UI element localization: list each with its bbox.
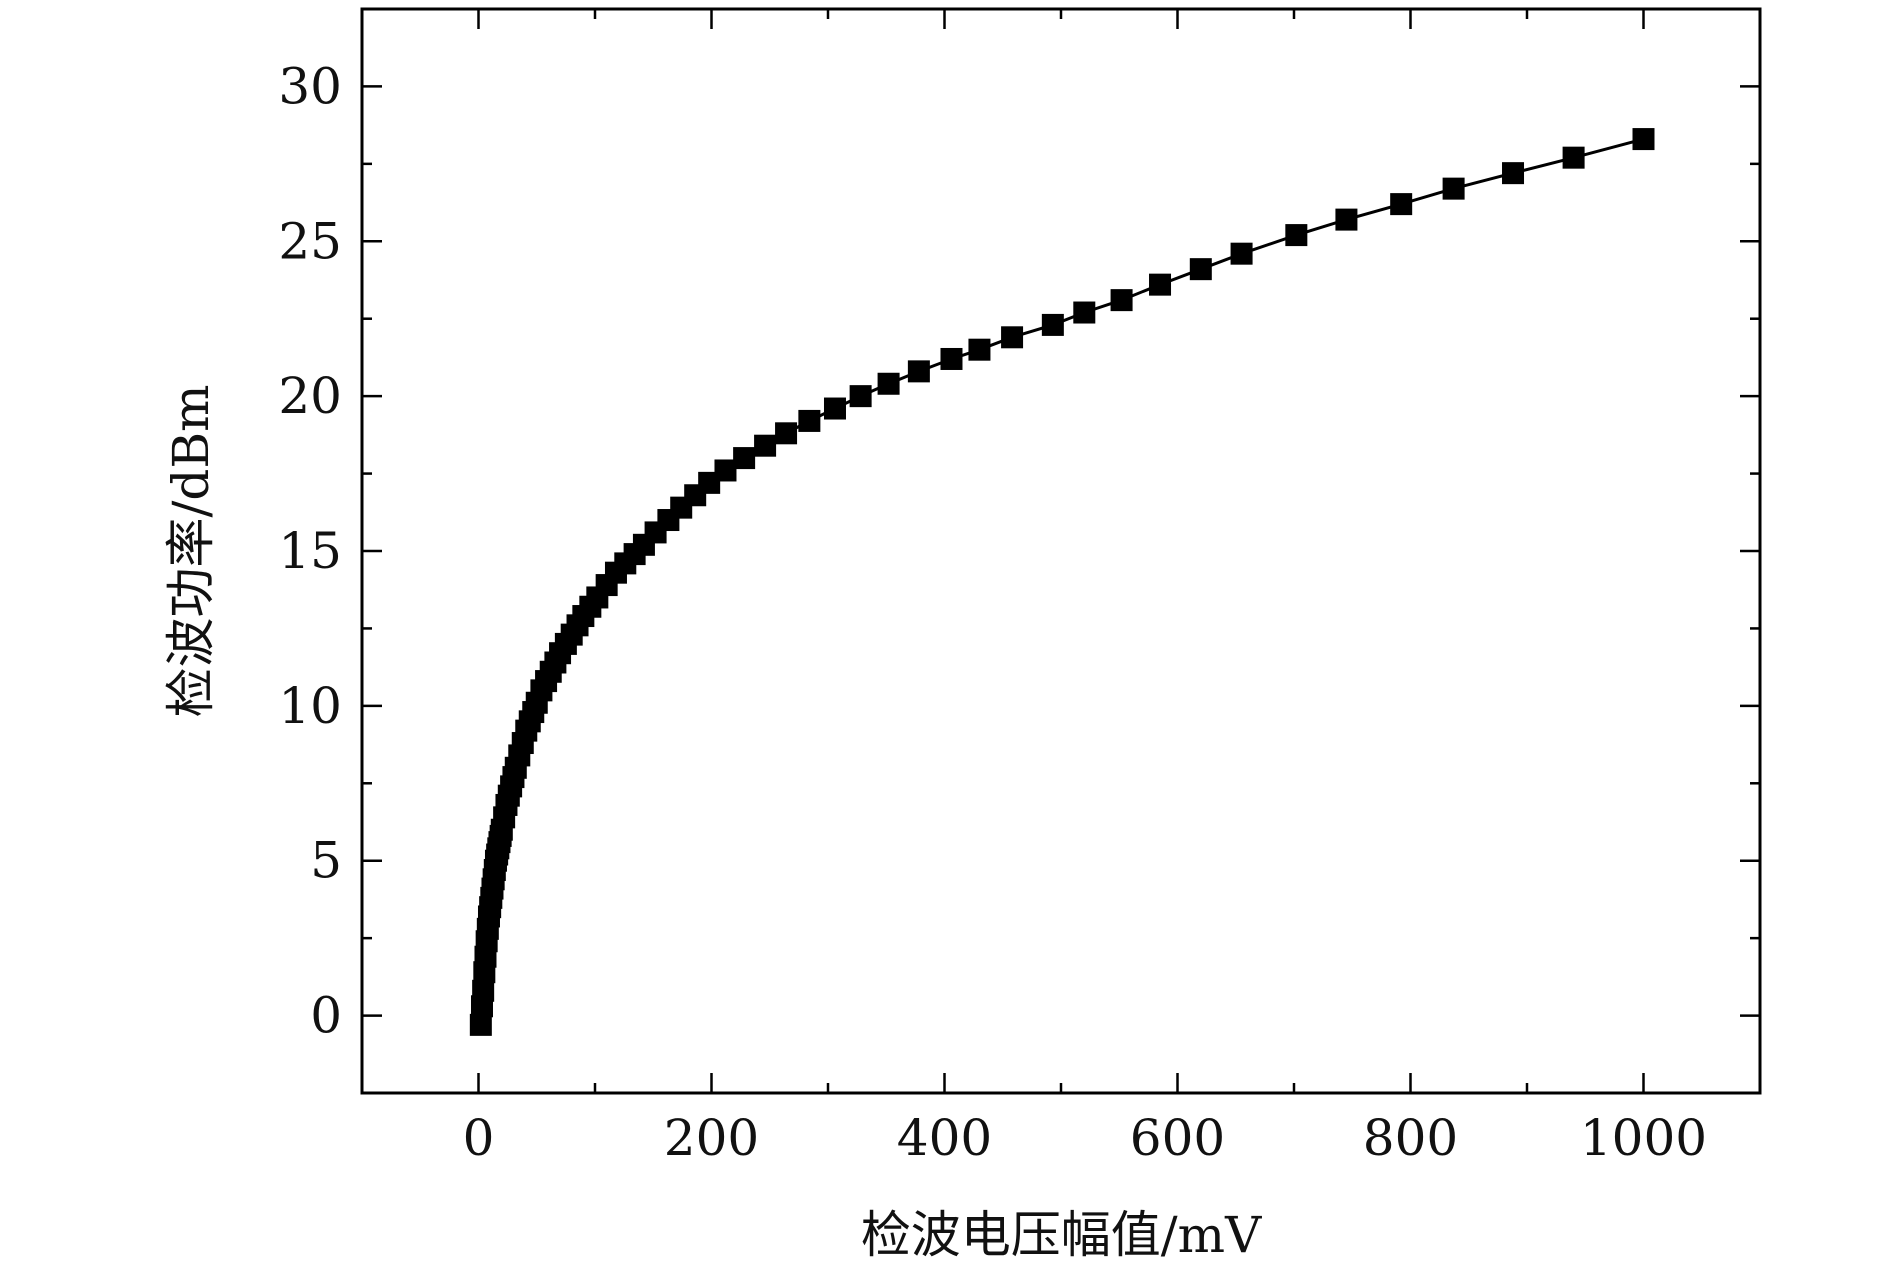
- y-tick-label: 20: [278, 367, 342, 425]
- x-tick-label: 600: [1130, 1109, 1225, 1167]
- data-point: [1442, 177, 1465, 200]
- data-point: [940, 347, 963, 370]
- data-point: [775, 422, 798, 445]
- data-point: [1390, 193, 1413, 216]
- data-point: [1502, 162, 1525, 185]
- data-point: [733, 447, 756, 470]
- y-tick-label: 15: [278, 522, 342, 580]
- data-point: [754, 434, 777, 457]
- markers: [469, 128, 1655, 1036]
- y-axis-label: 检波功率/dBm: [162, 384, 220, 717]
- data-point: [877, 372, 900, 395]
- y-tick-label: 5: [310, 832, 342, 890]
- tick-labels: 0 200 400 600 800 1000 0 5 10 15 20 25 30: [278, 57, 1707, 1167]
- y-tick-label: 10: [278, 677, 342, 735]
- data-point: [1285, 224, 1308, 247]
- x-axis-label: 检波电压幅值/mV: [861, 1206, 1262, 1264]
- data-point: [472, 979, 495, 1002]
- data-point: [469, 1013, 492, 1036]
- x-tick-label: 400: [897, 1109, 992, 1167]
- data-point: [1335, 208, 1358, 231]
- data-point: [1041, 313, 1064, 336]
- data-point: [1562, 146, 1585, 169]
- x-tick-label: 200: [664, 1109, 759, 1167]
- x-tick-label: 1000: [1580, 1109, 1707, 1167]
- data-point: [1189, 258, 1212, 281]
- data-point: [1632, 128, 1655, 151]
- series-line: [479, 137, 1644, 1025]
- ticks: [360, 7, 1762, 1095]
- y-tick-label: 30: [278, 57, 342, 115]
- data-point: [1230, 242, 1253, 265]
- data-point: [798, 409, 821, 432]
- x-tick-label: 0: [463, 1109, 495, 1167]
- y-tick-label: 25: [278, 212, 342, 270]
- data-point: [907, 360, 930, 383]
- data-point: [849, 385, 872, 408]
- data-point: [1001, 326, 1024, 349]
- data-point: [968, 338, 991, 361]
- data-point: [823, 397, 846, 420]
- data-point: [1110, 289, 1133, 312]
- data-point: [714, 459, 737, 482]
- plot-frame: [360, 7, 1762, 1095]
- data-point: [1073, 301, 1096, 324]
- data-point: [1149, 273, 1172, 296]
- y-tick-label: 0: [310, 987, 342, 1045]
- x-tick-label: 800: [1363, 1109, 1458, 1167]
